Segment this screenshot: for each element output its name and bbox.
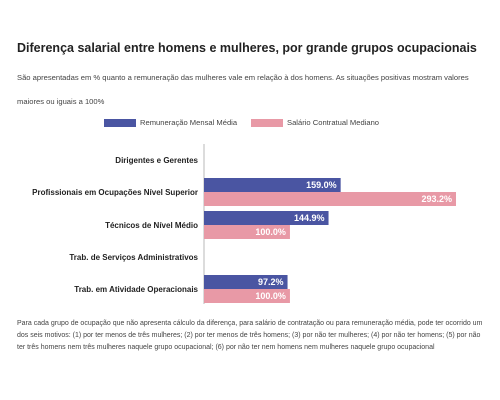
chart-title: Diferença salarial entre homens e mulher…	[17, 41, 477, 55]
data-label-salario-contratual-mediano-tecnicos-de-nivel-medio: 100.0%	[255, 227, 286, 237]
bar-salario-contratual-mediano-trab-em-atividade-operacionais	[204, 289, 290, 303]
category-label-profissionais-em-ocupacoes-nivel-superior: Profissionais em Ocupações Nível Superio…	[32, 188, 198, 197]
data-label-remuneracao-mensal-media-profissionais-em-ocupacoes-nivel-superior: 159.0%	[306, 180, 337, 190]
bar-remuneracao-mensal-media-tecnicos-de-nivel-medio	[204, 211, 329, 225]
bar-remuneracao-mensal-media-trab-em-atividade-operacionais	[204, 275, 288, 289]
chart-subtitle: São apresentadas em % quanto a remuneraç…	[17, 73, 469, 106]
bar-chart: Dirigentes e Gerentes Profissionais em Oc…	[32, 144, 456, 304]
legend-swatch-remuneracao	[104, 118, 136, 127]
legend-item-salario: Salário Contratual Mediano	[251, 118, 379, 127]
legend-item-remuneracao: Remuneração Mensal Média	[104, 118, 237, 127]
category-label-trab-de-servicos-administrativos: Trab. de Serviços Administrativos	[69, 253, 198, 262]
category-label-tecnicos-de-nivel-medio: Técnicos de Nível Médio	[105, 221, 198, 230]
data-label-salario-contratual-mediano-profissionais-em-ocupacoes-nivel-superior: 293.2%	[421, 194, 452, 204]
data-label-remuneracao-mensal-media-trab-em-atividade-operacionais: 97.2%	[258, 277, 284, 287]
legend-label-remuneracao: Remuneração Mensal Média	[140, 118, 238, 127]
data-label-salario-contratual-mediano-trab-em-atividade-operacionais: 100.0%	[255, 291, 286, 301]
legend-label-salario: Salário Contratual Mediano	[287, 118, 380, 127]
bar-remuneracao-mensal-media-profissionais-em-ocupacoes-nivel-superior	[204, 178, 341, 192]
bar-salario-contratual-mediano-tecnicos-de-nivel-medio	[204, 225, 290, 239]
chart-footnote: Para cada grupo de ocupação que não apre…	[17, 320, 483, 351]
category-label-dirigentes-e-gerentes: Dirigentes e Gerentes	[115, 156, 198, 165]
category-label-trab-em-atividade-operacionais: Trab. em Atividade Operacionais	[74, 285, 198, 294]
data-label-remuneracao-mensal-media-tecnicos-de-nivel-medio: 144.9%	[294, 213, 325, 223]
legend: Remuneração Mensal Média Salário Contrat…	[0, 118, 500, 130]
legend-swatch-salario	[251, 118, 283, 127]
bar-salario-contratual-mediano-profissionais-em-ocupacoes-nivel-superior	[204, 192, 456, 206]
